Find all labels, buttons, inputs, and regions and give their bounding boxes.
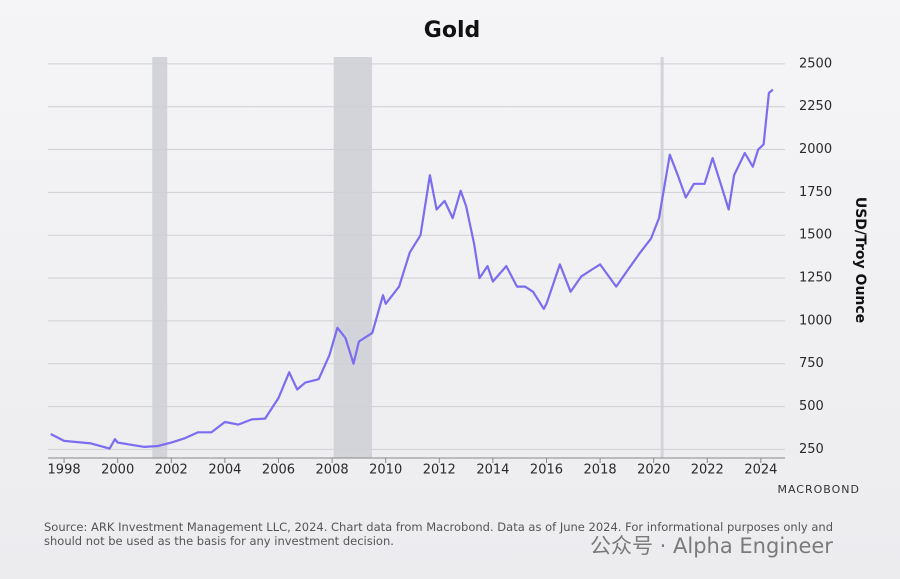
x-tick-label: 2002	[155, 463, 188, 478]
y-tick-label: 1500	[799, 228, 832, 243]
recession-band	[333, 57, 373, 458]
y-axis-label: USD/Troy Ounce	[852, 197, 868, 323]
y-tick-label: 750	[799, 356, 824, 371]
x-tick-label: 1998	[48, 463, 81, 478]
recession-band	[660, 57, 664, 458]
watermark: 公众号 · Alpha Engineer	[590, 534, 833, 558]
y-tick-label: 2500	[799, 56, 832, 71]
y-tick-label: 500	[799, 399, 824, 414]
recession-band	[152, 57, 168, 458]
x-tick-label: 2012	[423, 463, 456, 478]
y-tick-label: 1750	[799, 185, 832, 200]
x-tick-label: 2008	[316, 463, 349, 478]
x-tick-label: 2000	[101, 463, 134, 478]
x-tick-label: 2010	[369, 463, 402, 478]
x-tick-label: 2014	[476, 463, 509, 478]
price-line	[50, 88, 774, 450]
y-tick-label: 250	[799, 442, 824, 457]
x-tick-label: 2020	[637, 463, 670, 478]
source-note: Source: ARK Investment Management LLC, 2…	[44, 520, 833, 548]
x-tick-label: 2018	[584, 463, 617, 478]
y-tick-label: 1000	[799, 313, 832, 328]
x-tick-label: 2016	[530, 463, 563, 478]
y-tick-label: 1250	[799, 271, 832, 286]
logo: MACROBOND	[777, 483, 860, 496]
y-tick-label: 2250	[799, 99, 832, 114]
x-tick-label: 2006	[262, 463, 295, 478]
x-tick-label: 2022	[691, 463, 724, 478]
x-tick-label: 2004	[208, 463, 241, 478]
chart-title: Gold	[424, 18, 480, 43]
x-tick-label: 2024	[744, 463, 777, 478]
y-tick-label: 2000	[799, 142, 832, 157]
